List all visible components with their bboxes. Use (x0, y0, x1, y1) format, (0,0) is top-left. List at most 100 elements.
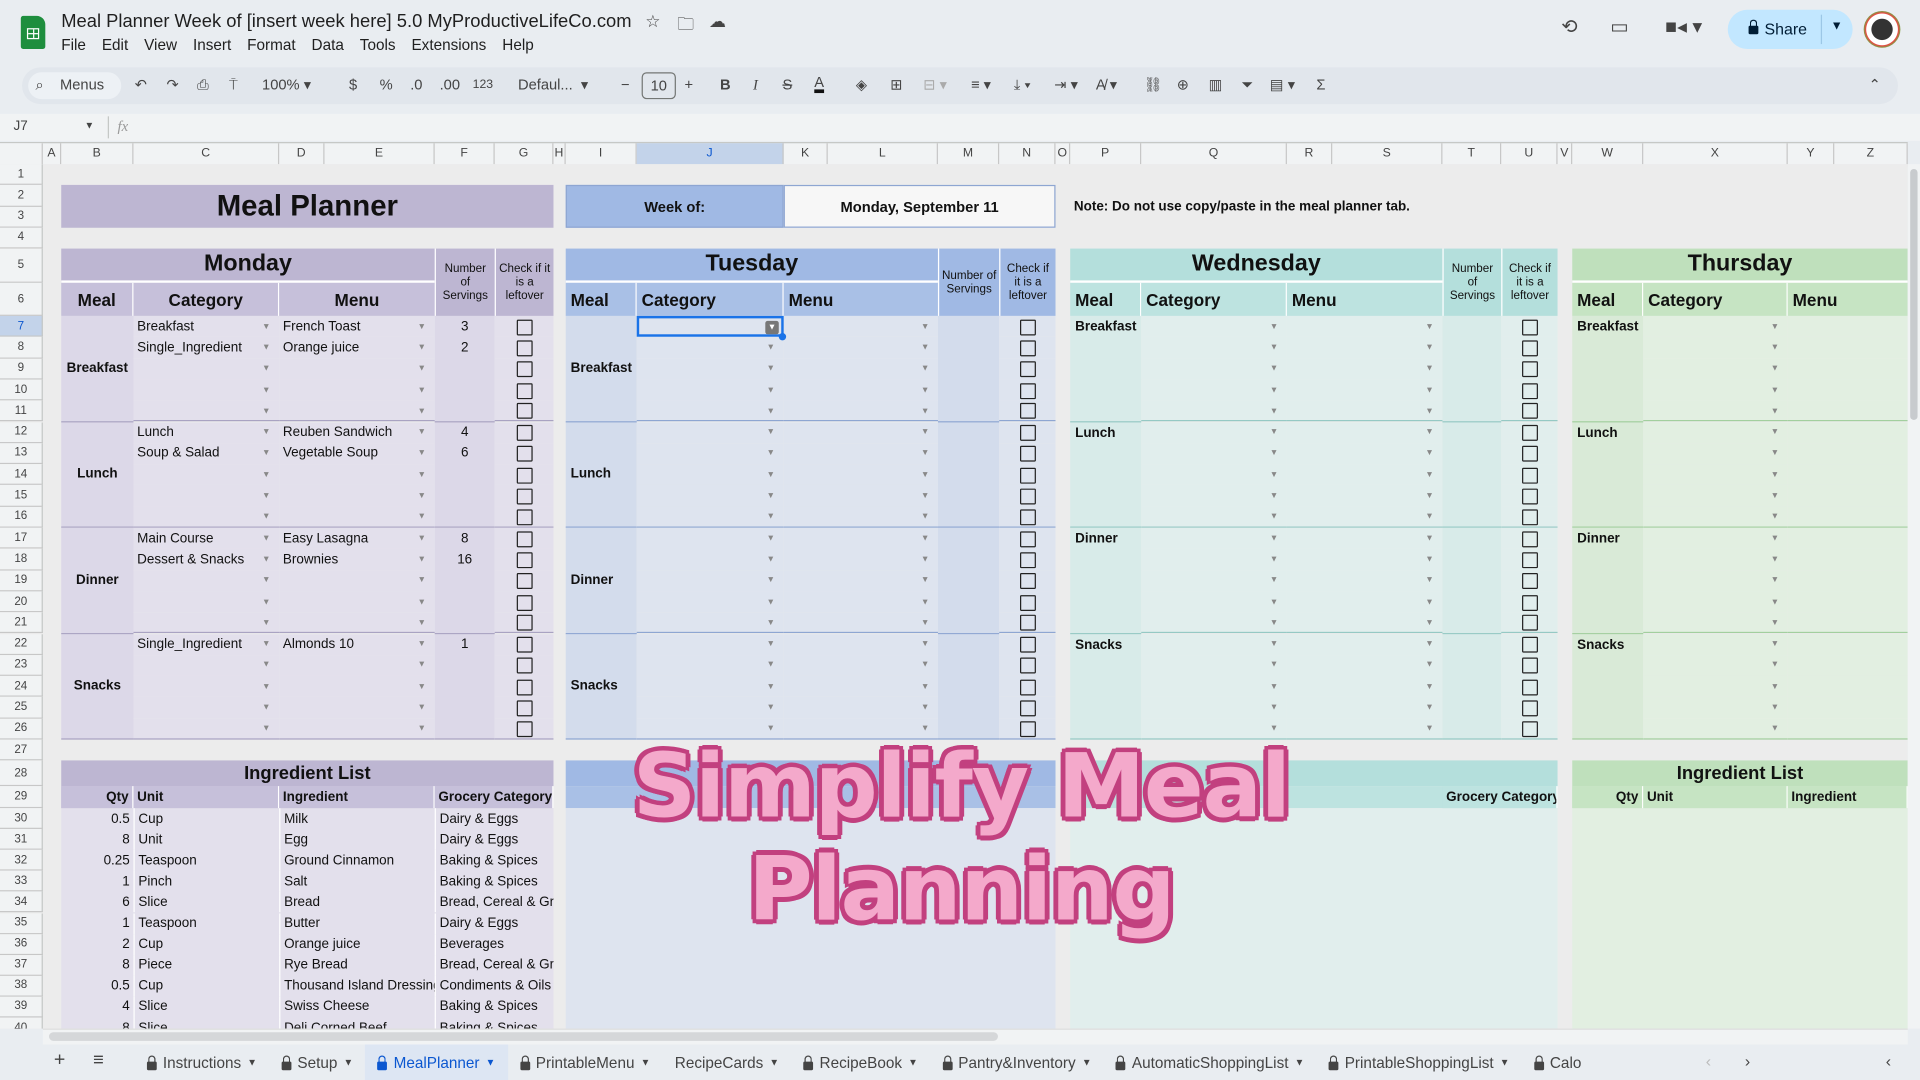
font-select[interactable]: Defaul... ▾ (517, 75, 589, 94)
monday-category-dropdown[interactable] (133, 718, 280, 740)
tuesday-category-dropdown[interactable] (636, 315, 784, 338)
dropdown-arrow-icon[interactable]: ▼ (1770, 576, 1780, 586)
column-header-b[interactable]: B (61, 143, 134, 166)
row-header-17[interactable]: 17 (0, 527, 43, 549)
checkbox-icon[interactable] (516, 615, 533, 632)
checkbox-icon[interactable] (1522, 488, 1538, 505)
tuesday-leftover-checkbox[interactable] (999, 506, 1056, 528)
dropdown-arrow-icon[interactable]: ▼ (920, 428, 930, 437)
sheet-grid[interactable]: 1 2 3 4 5 6 7 8 9 10 11 12 13 14 15 16 17 18 19 20 21 22 23 24 2… (0, 164, 1908, 1029)
vertical-align-icon[interactable]: ⤓ ▾ (1013, 75, 1031, 94)
checkbox-icon[interactable] (1020, 425, 1036, 441)
insert-comment-icon[interactable]: ⊕ (1176, 75, 1190, 94)
tab-menu-dropdown-icon[interactable]: ▼ (1081, 1056, 1092, 1068)
tuesday-category-dropdown[interactable] (636, 527, 784, 549)
add-sheet-icon[interactable]: + (53, 1049, 66, 1071)
column-header-s[interactable]: S (1332, 143, 1443, 166)
row-header-9[interactable]: 9 (0, 358, 43, 380)
horizontal-scrollbar-thumb[interactable] (48, 1032, 998, 1041)
decrease-decimal-button[interactable]: .0 (410, 75, 423, 94)
monday-menu-dropdown[interactable] (279, 591, 435, 613)
monday-leftover-checkbox[interactable] (494, 697, 554, 719)
row-header-39[interactable]: 39 (0, 996, 43, 1018)
wednesday-leftover-checkbox[interactable] (1501, 464, 1558, 486)
dropdown-arrow-icon[interactable]: ▼ (417, 597, 427, 607)
dropdown-arrow-icon[interactable]: ▼ (920, 724, 930, 734)
dropdown-arrow-icon[interactable]: ▼ (1770, 470, 1780, 480)
meet-video-icon[interactable]: ■◂ ▾ (1665, 17, 1703, 38)
dropdown-arrow-icon[interactable]: ▼ (417, 322, 427, 331)
column-header-j[interactable]: J (636, 143, 784, 166)
dropdown-arrow-icon[interactable]: ▼ (920, 661, 930, 670)
selected-cell-j7[interactable]: ▼ (636, 315, 784, 338)
dropdown-arrow-icon[interactable]: ▼ (262, 343, 271, 352)
tuesday-category-dropdown[interactable] (636, 400, 784, 422)
wednesday-leftover-checkbox[interactable] (1501, 421, 1558, 444)
menu-view[interactable]: View (144, 36, 178, 54)
wednesday-category-dropdown[interactable] (1141, 718, 1287, 740)
sheet-tab-printableshoppinglist[interactable]: PrintableShoppingList ▼ (1317, 1044, 1522, 1080)
checkbox-icon[interactable] (1522, 403, 1538, 420)
dropdown-arrow-icon[interactable]: ▼ (262, 555, 271, 564)
wednesday-leftover-checkbox[interactable] (1501, 358, 1558, 380)
tuesday-leftover-checkbox[interactable] (999, 548, 1056, 571)
wednesday-category-dropdown[interactable] (1141, 548, 1287, 571)
name-box[interactable]: J7 (13, 118, 28, 134)
checkbox-icon[interactable] (1522, 615, 1538, 632)
monday-category-dropdown[interactable]: Single_Ingredient (133, 633, 280, 655)
monday-category-dropdown[interactable] (133, 591, 280, 613)
dropdown-arrow-icon[interactable]: ▼ (262, 534, 271, 543)
row-header-7[interactable]: 7 (0, 315, 43, 338)
monday-menu-dropdown[interactable]: French Toast (279, 315, 435, 338)
thursday-category-dropdown[interactable] (1643, 337, 1788, 359)
dropdown-arrow-icon[interactable]: ▼ (1269, 555, 1279, 564)
tuesday-menu-dropdown[interactable] (783, 570, 938, 592)
tuesday-category-dropdown[interactable] (636, 697, 784, 719)
dropdown-arrow-icon[interactable]: ▼ (766, 534, 776, 543)
tuesday-category-dropdown[interactable] (636, 358, 784, 380)
dropdown-arrow-icon[interactable]: ▼ (417, 703, 427, 713)
sheet-tab-recipebook[interactable]: RecipeBook ▼ (791, 1044, 930, 1080)
menu-format[interactable]: Format (247, 36, 296, 54)
thursday-menu-dropdown[interactable] (1787, 315, 1908, 338)
thursday-category-dropdown[interactable] (1643, 591, 1788, 613)
tuesday-category-dropdown[interactable] (636, 443, 784, 465)
checkbox-icon[interactable] (1522, 446, 1538, 463)
wednesday-category-dropdown[interactable] (1141, 358, 1287, 380)
dropdown-arrow-icon[interactable]: ▼ (766, 555, 776, 564)
monday-leftover-checkbox[interactable] (494, 400, 554, 422)
dropdown-arrow-icon[interactable]: ▼ (1269, 661, 1279, 670)
column-header-m[interactable]: M (938, 143, 1000, 166)
dropdown-arrow-icon[interactable]: ▼ (766, 618, 776, 628)
tuesday-category-dropdown[interactable] (636, 654, 784, 677)
dropdown-arrow-icon[interactable]: ▼ (1269, 385, 1279, 395)
dropdown-arrow-icon[interactable]: ▼ (920, 597, 930, 607)
checkbox-icon[interactable] (516, 573, 533, 590)
checkbox-icon[interactable] (1020, 573, 1036, 590)
row-header-27[interactable]: 27 (0, 739, 43, 761)
wednesday-leftover-checkbox[interactable] (1501, 718, 1558, 740)
dropdown-arrow-icon[interactable]: ▼ (920, 449, 930, 458)
formula-input[interactable] (141, 118, 1855, 138)
undo-icon[interactable]: ↶ (134, 75, 148, 94)
share-dropdown-icon[interactable]: ▼ (1830, 19, 1843, 34)
checkbox-icon[interactable] (1522, 636, 1538, 653)
fill-color-icon[interactable]: ◈ (855, 75, 868, 94)
tuesday-menu-dropdown[interactable] (783, 633, 938, 655)
tuesday-leftover-checkbox[interactable] (999, 400, 1056, 422)
dropdown-arrow-icon[interactable]: ▼ (1770, 703, 1780, 713)
checkbox-icon[interactable] (1020, 467, 1036, 484)
checkbox-icon[interactable] (516, 446, 533, 463)
tab-menu-dropdown-icon[interactable]: ▼ (640, 1056, 651, 1068)
wednesday-category-dropdown[interactable] (1141, 591, 1287, 613)
dropdown-arrow-icon[interactable]: ▼ (1425, 428, 1434, 437)
redo-icon[interactable]: ↷ (166, 75, 179, 94)
tuesday-category-dropdown[interactable] (636, 633, 784, 655)
tuesday-category-dropdown[interactable] (636, 548, 784, 571)
wednesday-menu-dropdown[interactable] (1286, 591, 1443, 613)
checkbox-icon[interactable] (516, 721, 533, 737)
print-icon[interactable]: ⎙ (197, 75, 209, 94)
thursday-menu-dropdown[interactable] (1787, 506, 1908, 528)
row-header-1[interactable]: 1 (0, 164, 43, 186)
comments-icon[interactable]: ▭ (1610, 17, 1629, 38)
